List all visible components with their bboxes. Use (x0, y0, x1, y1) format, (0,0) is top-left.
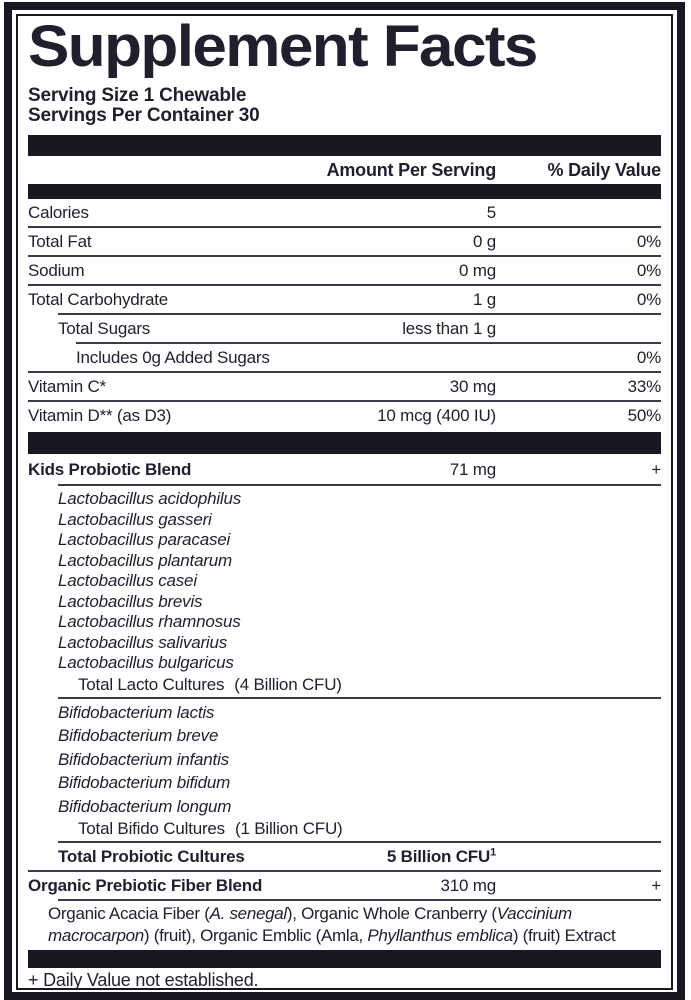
nutrient-row-total-sugars: Total Sugars less than 1 g (58, 313, 661, 342)
species-item: Lactobacillus acidophilus (58, 489, 242, 508)
total-lacto-label: Total Lacto Cultures (78, 674, 225, 694)
nutrient-dv (496, 203, 661, 223)
probiotic-blend-dv: + (651, 460, 661, 479)
species-item: Lactobacillus rhamnosus (58, 612, 241, 631)
fiber-blend-row: Organic Prebiotic Fiber Blend 310 mg + (28, 870, 661, 899)
species-item: Lactobacillus paracasei (58, 530, 231, 549)
rule-line (58, 899, 661, 901)
species-item: Lactobacillus salivarius (58, 632, 228, 652)
divider-bar (28, 135, 661, 156)
footnote-superscript: 1 (490, 846, 496, 859)
total-probiotic-dv (496, 846, 661, 867)
serving-size: Serving Size 1 Chewable (28, 85, 247, 106)
probiotic-blend-amount: 71 mg (449, 460, 496, 479)
nutrient-row-total-fat: Total Fat 0 g 0% (28, 226, 661, 255)
column-header-amount: Amount Per Serving (326, 160, 497, 180)
species-item: Bifidobacterium lactis (58, 702, 215, 722)
nutrient-row-vitamin-c: Vitamin C* 30 mg 33% (28, 371, 661, 400)
fiber-blend-name: Organic Prebiotic Fiber Blend (28, 876, 263, 895)
description-segment: ) (fruit) Extract (512, 926, 616, 945)
nutrient-row-sodium: Sodium 0 mg 0% (28, 255, 661, 284)
rule-line (58, 696, 661, 699)
fiber-blend-dv: + (651, 876, 661, 895)
description-segment: ), Organic Whole Cranberry ( (286, 904, 497, 923)
nutrient-dv: 0% (636, 290, 661, 309)
divider-bar (28, 950, 661, 968)
species-item: Lactobacillus bulgaricus (58, 653, 234, 672)
nutrient-dv: 0% (636, 261, 661, 280)
total-probiotic-amount: 5 Billion CFU1 (386, 846, 496, 866)
probiotic-blend-row: Kids Probiotic Blend 71 mg + (28, 454, 661, 484)
nutrient-dv: 33% (627, 377, 662, 396)
nutrient-amount: 0 mg (459, 261, 496, 280)
nutrient-dv: 50% (627, 406, 662, 425)
species-item: Lactobacillus gasseri (58, 509, 212, 529)
total-lacto-cfu: (4 Billion CFU) (234, 674, 342, 694)
header-spacer (28, 160, 316, 180)
description-segment-latin: Vaccinium macrocarpon (48, 904, 572, 945)
nutrient-name: Total Carbohydrate (28, 290, 169, 309)
total-lacto-cultures: Total Lacto Cultures (4 Billion CFU) (78, 674, 661, 695)
species-item: Bifidobacterium bifidum (58, 773, 231, 792)
divider-bar (28, 184, 661, 199)
nutrient-amount: 30 mg (449, 377, 496, 396)
nutrient-amount: 5 (486, 203, 496, 222)
fiber-blend-description: Organic Acacia Fiber (A. senegal), Organ… (48, 903, 661, 947)
nutrient-name: Vitamin D** (as D3) (28, 406, 172, 425)
nutrient-row-added-sugars: Includes 0g Added Sugars 0% (76, 342, 661, 371)
total-bifido-label: Total Bifido Cultures (78, 819, 225, 838)
nutrient-dv: 0% (636, 232, 661, 251)
species-item: Bifidobacterium longum (58, 796, 232, 816)
column-header-daily-value: % Daily Value (547, 160, 662, 180)
total-probiotic-name: Total Probiotic Cultures (58, 847, 245, 866)
nutrient-name: Total Sugars (58, 319, 151, 338)
description-segment: ) (fruit), Organic Emblic (Amla, (143, 926, 368, 945)
species-item: Lactobacillus casei (58, 571, 197, 590)
column-header-row: Amount Per Serving % Daily Value (28, 156, 662, 184)
supplement-facts-label: Supplement Facts Serving Size 1 Chewable… (4, 2, 685, 1000)
nutrient-name: Vitamin C* (28, 377, 106, 396)
servings-per-container: Servings Per Container 30 (28, 105, 260, 126)
nutrient-amount: 0 g (472, 232, 496, 251)
species-item: Bifidobacterium infantis (58, 749, 229, 769)
description-segment-latin: A. senegal (209, 904, 288, 923)
description-segment-latin: Phyllanthus emblica (367, 926, 513, 945)
rule-line (58, 841, 661, 843)
nutrient-name: Includes 0g Added Sugars (76, 348, 270, 367)
serving-info: Serving Size 1 Chewable Servings Per Con… (28, 86, 661, 126)
divider-bar (28, 432, 661, 454)
lacto-species-list: Lactobacillus acidophilus Lactobacillus … (58, 489, 661, 674)
rule-line (58, 484, 661, 486)
species-item: Lactobacillus brevis (58, 591, 203, 611)
nutrient-name: Total Fat (28, 232, 92, 251)
species-item: Bifidobacterium breve (58, 726, 219, 745)
total-bifido-cultures: Total Bifido Cultures (1 Billion CFU) (78, 818, 661, 839)
probiotic-blend-name: Kids Probiotic Blend (28, 460, 192, 479)
nutrient-amount: 10 mcg (400 IU) (377, 406, 496, 425)
nutrient-dv (496, 319, 661, 339)
nutrient-amount: less than 1 g (402, 319, 496, 338)
description-segment: Organic Acacia Fiber ( (48, 904, 210, 923)
species-item: Lactobacillus plantarum (58, 550, 232, 570)
bifido-species-list: Bifidobacterium lactis Bifidobacterium b… (58, 701, 661, 819)
nutrient-row-total-carbohydrate: Total Carbohydrate 1 g 0% (28, 284, 661, 313)
label-content: Supplement Facts Serving Size 1 Chewable… (16, 14, 673, 990)
nutrient-dv: 0% (636, 348, 661, 367)
nutrient-row-vitamin-d: Vitamin D** (as D3) 10 mcg (400 IU) 50% (28, 400, 661, 429)
total-probiotic-cultures-row: Total Probiotic Cultures 5 Billion CFU1 (58, 843, 661, 870)
nutrient-amount (316, 348, 496, 368)
nutrient-name: Sodium (28, 261, 85, 280)
fiber-blend-amount: 310 mg (440, 876, 496, 895)
nutrient-row-calories: Calories 5 (28, 199, 661, 226)
nutrient-name: Calories (28, 203, 89, 222)
label-title: Supplement Facts (28, 14, 538, 79)
nutrient-amount: 1 g (472, 290, 496, 309)
daily-value-footnote: + Daily Value not established. (28, 970, 259, 990)
total-bifido-cfu: (1 Billion CFU) (234, 819, 343, 838)
